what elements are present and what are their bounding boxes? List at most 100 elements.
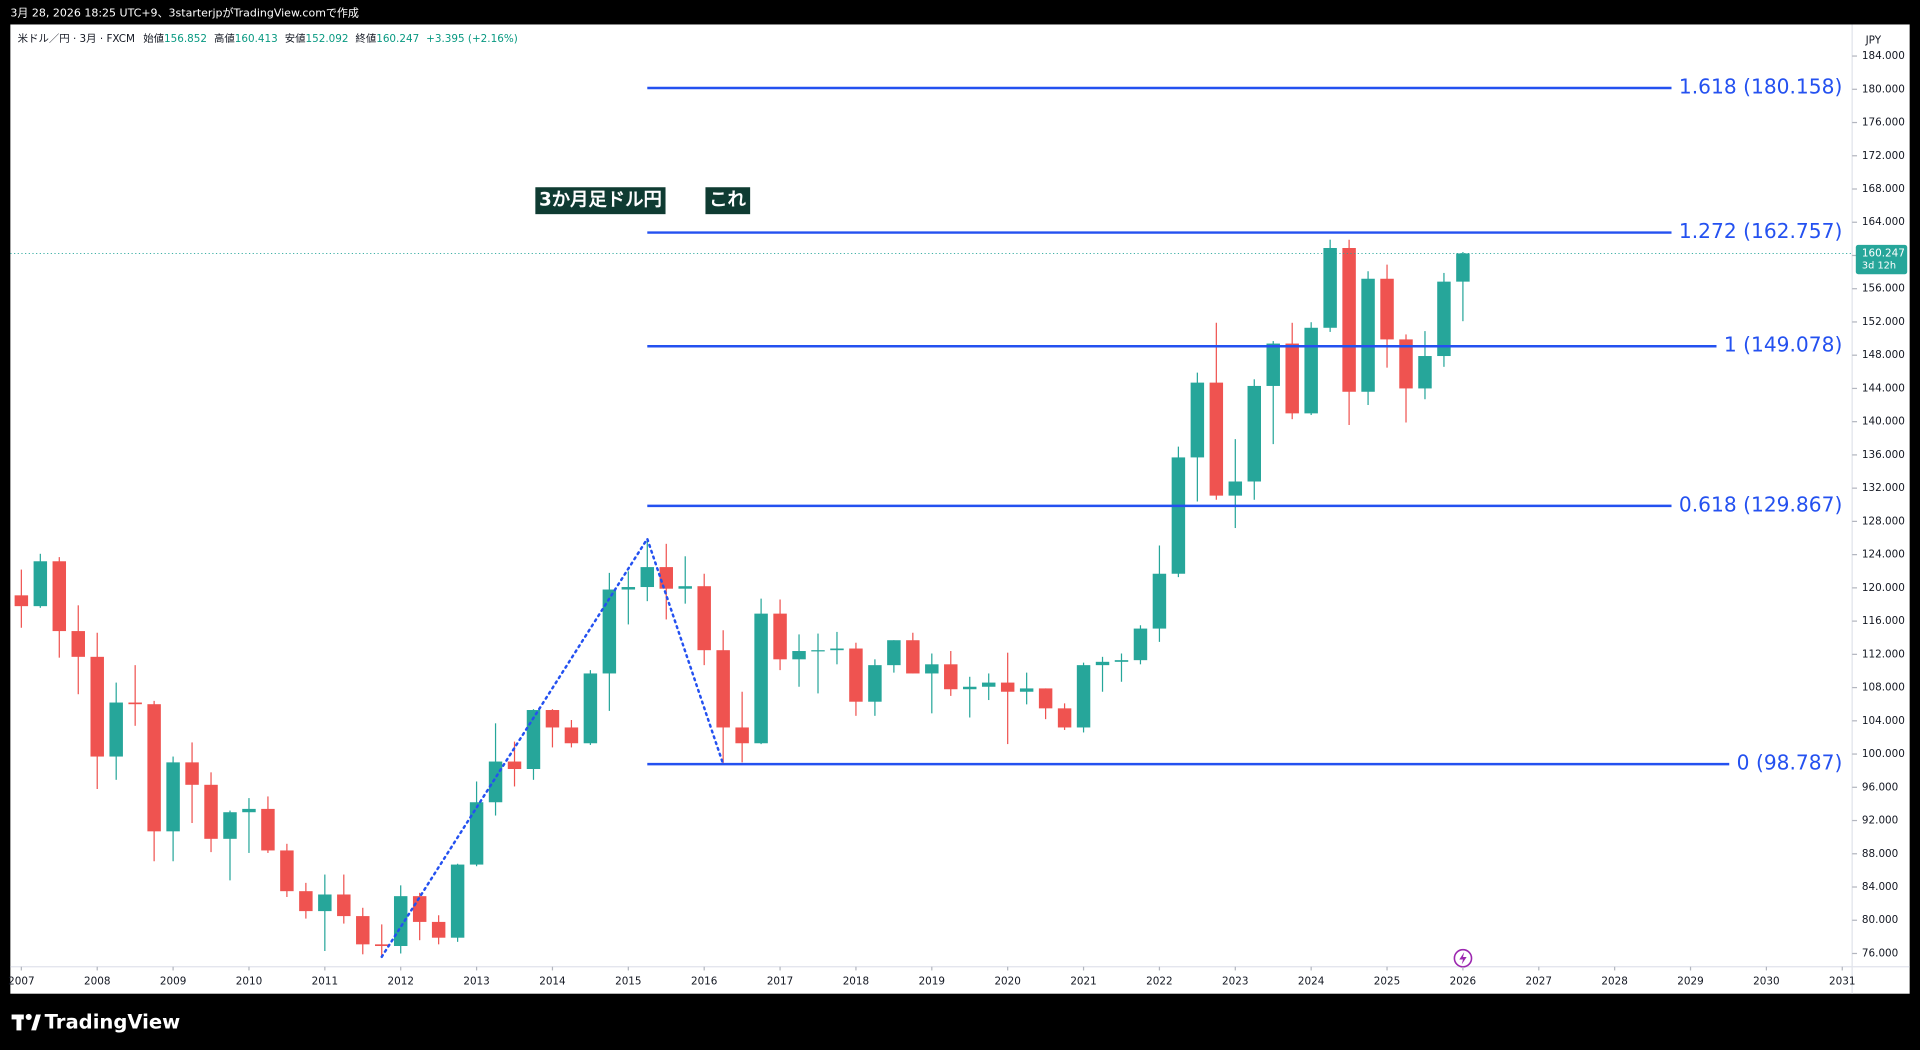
candle-body <box>868 665 882 702</box>
y-tick-label: 112.000 <box>1862 648 1905 660</box>
candle-body <box>33 561 48 607</box>
y-tick-label: 124.000 <box>1862 549 1905 561</box>
x-tick-label: 2021 <box>1070 975 1096 987</box>
low-label: 安値 <box>285 32 306 45</box>
x-tick-label: 2019 <box>919 975 945 987</box>
annotation: これ <box>709 190 746 211</box>
candle-body <box>337 894 351 917</box>
annotation: 3か月足ドル円 <box>539 190 662 211</box>
candle-body <box>1323 248 1337 328</box>
x-tick-label: 2014 <box>539 975 566 987</box>
candle-body <box>1133 628 1148 661</box>
candle-body <box>602 589 617 674</box>
candle-body <box>204 784 218 839</box>
candle-body <box>1095 661 1110 666</box>
candle-body <box>1190 382 1205 458</box>
x-tick-label: 2008 <box>84 975 110 987</box>
candle-body <box>925 664 939 674</box>
candle-body <box>299 891 313 912</box>
candle-body <box>792 651 806 660</box>
x-tick-label: 2018 <box>843 975 869 987</box>
y-tick-label: 136.000 <box>1862 449 1905 461</box>
candle-body <box>1171 457 1186 574</box>
symbol: 米ドル／円 · 3月 · FXCM <box>18 32 135 45</box>
y-tick-label: 92.000 <box>1862 815 1898 827</box>
candle-body <box>1399 339 1413 389</box>
candle-body <box>109 702 123 757</box>
y-tick-label: 76.000 <box>1862 947 1898 959</box>
x-tick-label: 2029 <box>1677 975 1703 987</box>
candle-body <box>1057 708 1072 728</box>
candle-body <box>1361 278 1375 392</box>
fib-label: 0.618 (129.867) <box>1679 492 1842 516</box>
candle-body <box>1456 253 1470 282</box>
y-tick-label: 176.000 <box>1862 117 1905 129</box>
y-tick-label: 104.000 <box>1862 715 1905 727</box>
y-tick-label: 172.000 <box>1862 150 1905 162</box>
candle-body <box>147 704 161 832</box>
candle-body <box>1152 573 1167 629</box>
candle-body <box>488 761 503 803</box>
candle-body <box>716 650 730 728</box>
candle-body <box>469 802 484 865</box>
x-tick-label: 2028 <box>1601 975 1627 987</box>
y-tick-label: 108.000 <box>1862 682 1905 694</box>
candle-body <box>811 650 825 652</box>
y-tick-label: 100.000 <box>1862 748 1905 760</box>
candle-body <box>754 613 768 744</box>
candle-body <box>678 586 692 589</box>
logo-stem <box>16 1014 22 1031</box>
y-tick-label: 180.000 <box>1862 83 1905 95</box>
candle-body <box>261 808 275 851</box>
candle-body <box>773 613 787 660</box>
candle-body <box>185 762 199 785</box>
candle-body <box>1304 327 1318 414</box>
x-tick-label: 2026 <box>1450 975 1476 987</box>
fib-label-bg <box>1716 332 1843 357</box>
y-tick-label: 184.000 <box>1862 50 1905 62</box>
y-tick-label: 116.000 <box>1862 615 1905 627</box>
close-value: 160.247 <box>376 33 419 45</box>
annotation-box <box>705 187 751 215</box>
y-tick-label: 128.000 <box>1862 515 1905 527</box>
chart-panel <box>10 24 1910 994</box>
open-value: 156.852 <box>164 33 207 45</box>
x-tick-label: 2010 <box>236 975 262 987</box>
candle-body <box>621 587 636 590</box>
brand-logo <box>11 1013 41 1031</box>
candle-body <box>1076 665 1091 728</box>
x-tick-label: 2011 <box>312 975 338 987</box>
candle-body <box>1228 481 1243 496</box>
candle-body <box>735 727 749 744</box>
candle-body <box>393 896 408 947</box>
low-value: 152.092 <box>305 33 348 45</box>
x-tick-label: 2012 <box>387 975 413 987</box>
fib-label: 1.618 (180.158) <box>1679 74 1842 98</box>
candle-body <box>944 664 958 690</box>
countdown: 3d 12h <box>1862 261 1896 272</box>
candle-body <box>318 894 332 912</box>
symbol-legend: 米ドル／円 · 3月 · FXCM 始値156.852 高値160.413 安値… <box>18 32 518 45</box>
candle-body <box>223 812 237 839</box>
y-tick-label: 132.000 <box>1862 482 1905 494</box>
candle-body <box>1000 682 1015 692</box>
y-tick-label: 120.000 <box>1862 582 1905 594</box>
currency: JPY <box>1865 34 1882 46</box>
zigzag <box>380 536 725 959</box>
fib-label-bg <box>1729 750 1843 775</box>
fib-label-bg <box>1671 492 1843 517</box>
x-tick-label: 2016 <box>691 975 717 987</box>
y-tick-label: 80.000 <box>1862 914 1898 926</box>
y-tick-label: 144.000 <box>1862 382 1905 394</box>
candle-body <box>90 656 104 757</box>
candle-body <box>375 944 389 947</box>
candle-body <box>71 631 85 657</box>
candle-body <box>545 710 560 728</box>
y-tick-label: 88.000 <box>1862 848 1898 860</box>
candle-body <box>1418 356 1432 389</box>
fib-label-bg <box>1671 219 1843 244</box>
candle-body <box>640 567 655 588</box>
last-price-label: 160.247 <box>1862 247 1905 259</box>
candle-body <box>1209 382 1224 496</box>
x-tick-label: 2009 <box>160 975 186 987</box>
